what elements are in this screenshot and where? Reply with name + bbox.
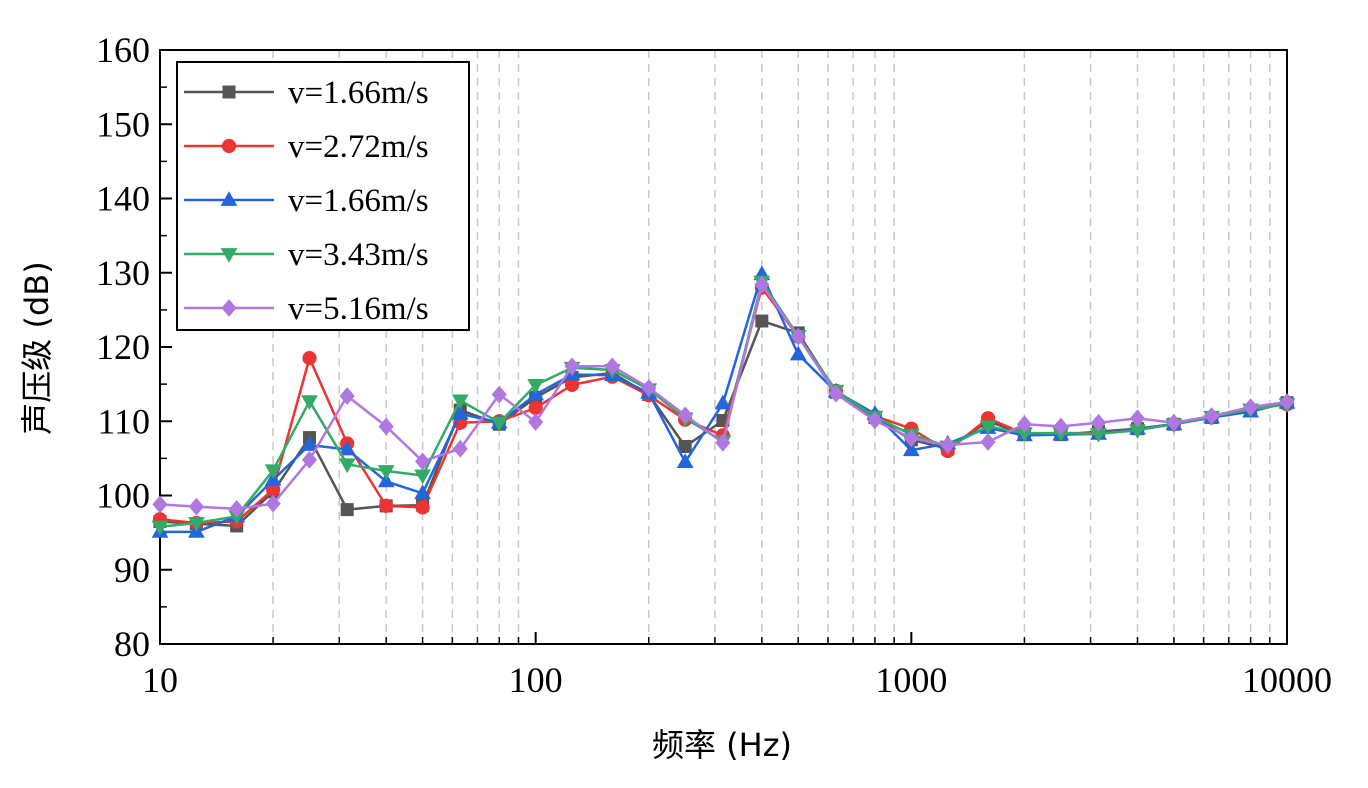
data-point <box>415 452 431 471</box>
data-point <box>339 387 355 405</box>
legend-item: v=3.43m/s <box>184 237 429 273</box>
legend-label: v=2.72m/s <box>288 129 429 165</box>
legend-items: v=1.66m/s v=2.72m/s v=1.66m/s v=3.43m/s v=5.… <box>184 75 429 327</box>
data-point <box>940 436 956 454</box>
data-point <box>188 497 204 516</box>
data-point <box>221 138 237 154</box>
y-tick-label: 160 <box>96 30 150 70</box>
x-tick-label: 10 <box>142 660 178 700</box>
data-point <box>1053 417 1069 436</box>
series-1 <box>153 314 1294 533</box>
data-point <box>302 351 317 366</box>
data-point <box>528 400 543 415</box>
legend-item: v=1.66m/s <box>184 183 429 219</box>
data-point <box>414 484 431 500</box>
data-point <box>301 450 318 469</box>
data-point <box>229 499 245 518</box>
data-point <box>902 441 920 457</box>
data-point <box>222 85 236 99</box>
data-point <box>980 433 996 451</box>
data-point <box>715 433 731 452</box>
y-tick-label: 80 <box>114 624 150 664</box>
series-layer <box>151 265 1296 538</box>
data-point <box>220 191 238 206</box>
y-tick-label: 90 <box>114 550 150 590</box>
data-point <box>1166 413 1182 432</box>
legend-label: v=1.66m/s <box>288 75 429 111</box>
data-point <box>151 520 169 536</box>
data-point <box>790 327 806 346</box>
data-point <box>678 439 692 453</box>
y-tick-label: 100 <box>96 476 150 516</box>
data-point <box>378 417 394 436</box>
data-point <box>604 357 620 376</box>
data-point <box>491 385 507 404</box>
data-point <box>452 439 468 458</box>
y-tick-label: 150 <box>96 104 150 144</box>
data-point <box>754 275 770 294</box>
data-point <box>490 416 508 432</box>
series-5 <box>152 275 1295 518</box>
data-point <box>755 314 769 328</box>
data-point <box>1279 393 1295 411</box>
y-tick-label: 110 <box>97 401 150 441</box>
y-tick-label: 130 <box>96 253 150 293</box>
data-point <box>301 436 318 451</box>
data-point <box>641 378 657 397</box>
data-point <box>188 517 205 532</box>
data-point <box>1204 407 1220 425</box>
data-point <box>451 405 469 420</box>
data-point <box>714 394 732 410</box>
data-point <box>676 453 694 468</box>
data-point <box>564 357 580 376</box>
data-point <box>451 394 469 410</box>
data-point <box>789 345 807 361</box>
data-point <box>264 464 282 480</box>
legend-label: v=3.43m/s <box>288 237 429 273</box>
data-point <box>677 406 693 425</box>
data-point <box>1090 413 1107 432</box>
legend-item: v=1.66m/s <box>184 75 429 111</box>
data-point <box>1243 398 1259 417</box>
data-point <box>377 472 395 488</box>
data-point <box>415 500 430 515</box>
x-tick-label: 10000 <box>1242 660 1332 700</box>
data-point <box>265 494 281 513</box>
data-point <box>220 248 238 263</box>
data-point <box>301 395 318 411</box>
y-tick-label: 120 <box>96 327 150 367</box>
x-axis-title: 频率 (Hz) <box>652 726 792 764</box>
legend-box <box>176 61 470 331</box>
data-point <box>152 495 168 514</box>
data-point <box>379 498 394 513</box>
legend-item: v=2.72m/s <box>184 129 429 165</box>
data-point <box>338 440 356 456</box>
data-point <box>828 384 844 403</box>
legend-label: v=5.16m/s <box>288 291 429 327</box>
legend-label: v=1.66m/s <box>288 183 429 219</box>
axis-ticks: 10 100 1000 10000 80 90 100 110 120 130 140 150 160 <box>96 30 1332 700</box>
data-point <box>528 413 544 431</box>
data-point <box>377 465 395 480</box>
x-tick-label: 100 <box>509 660 563 700</box>
y-axis-title: 声压级 (dB) <box>18 261 56 434</box>
data-point <box>338 458 356 474</box>
data-point <box>903 429 919 448</box>
data-point <box>340 503 354 517</box>
grid-lines <box>272 50 1271 644</box>
legend: v=1.66m/s v=2.72m/s v=1.66m/s v=3.43m/s v=5.… <box>176 61 470 331</box>
y-tick-label: 140 <box>96 179 150 219</box>
data-point <box>1016 415 1032 434</box>
legend-item: v=5.16m/s <box>184 291 429 327</box>
data-point <box>979 420 997 436</box>
data-point <box>867 411 883 430</box>
data-point <box>1129 409 1146 428</box>
data-point <box>527 378 545 394</box>
data-point <box>221 299 237 317</box>
x-tick-label: 1000 <box>875 660 947 700</box>
